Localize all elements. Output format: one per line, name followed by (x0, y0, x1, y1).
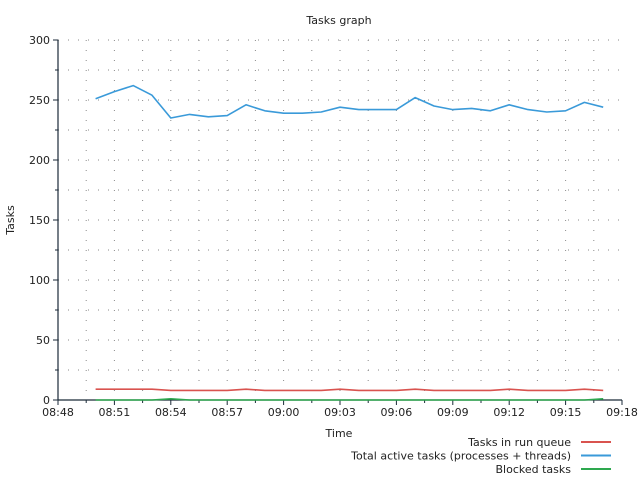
tick-labels: 08:48 08:51 08:54 08:57 09:00 09:03 09:06 09:09… (29, 34, 638, 419)
legend-label: Total active tasks (processes + threads) (350, 450, 571, 463)
x-axis-title: Time (325, 427, 353, 440)
x-tick-label: 09:15 (550, 406, 582, 419)
y-tick-label: 150 (29, 214, 50, 227)
grid (58, 39, 622, 400)
y-tick-label: 200 (29, 154, 50, 167)
chart-title: Tasks graph (305, 14, 371, 27)
y-tick-label: 250 (29, 94, 50, 107)
x-tick-label: 09:18 (606, 406, 638, 419)
x-tick-label: 09:09 (437, 406, 469, 419)
y-tick-label: 100 (29, 274, 50, 287)
y-axis-title: Tasks (4, 205, 17, 236)
x-tick-label: 08:57 (211, 406, 243, 419)
legend-label: Tasks in run queue (467, 436, 571, 449)
x-tick-label: 09:00 (268, 406, 300, 419)
x-tick-label: 09:03 (324, 406, 356, 419)
x-tick-label: 08:51 (99, 406, 131, 419)
x-tick-label: 09:06 (381, 406, 413, 419)
y-tick-label: 50 (36, 334, 50, 347)
x-tick-label: 08:54 (155, 406, 187, 419)
x-tick-label: 09:12 (493, 406, 525, 419)
series-lines (95, 84, 604, 401)
legend-label: Blocked tasks (496, 463, 572, 476)
series-line-2 (95, 397, 604, 401)
axes (53, 39, 623, 405)
x-tick-label: 08:48 (42, 406, 74, 419)
y-tick-label: 0 (43, 394, 50, 407)
series-line-1 (95, 84, 604, 119)
y-tick-label: 300 (29, 34, 50, 47)
series-line-0 (95, 388, 604, 392)
